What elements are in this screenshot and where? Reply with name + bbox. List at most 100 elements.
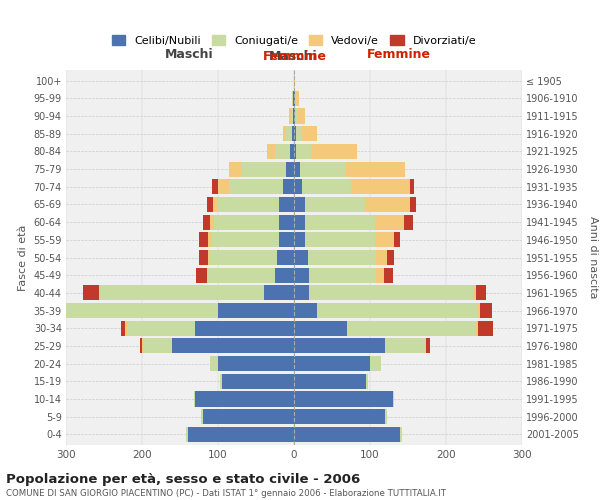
Bar [229,179,294,194]
Bar [294,232,376,248]
Bar [186,427,294,442]
Bar [294,197,416,212]
Bar [195,392,294,406]
Bar [294,409,387,424]
Bar [294,303,491,318]
Bar [294,144,311,159]
Bar [218,303,294,318]
Bar [51,303,294,318]
Bar [294,356,380,371]
Bar [294,338,430,353]
Text: Femmine: Femmine [262,50,326,62]
Bar [203,214,294,230]
Bar [279,232,294,248]
Bar [294,286,473,300]
Bar [194,392,294,406]
Bar [294,144,296,159]
Bar [294,320,476,336]
Bar [214,197,294,212]
Bar [294,108,305,124]
Bar [211,250,294,265]
Bar [220,374,294,389]
Bar [294,303,317,318]
Bar [294,144,357,159]
Bar [294,374,368,389]
Bar [218,197,294,212]
Bar [294,144,357,159]
Bar [194,392,294,406]
Bar [203,409,294,424]
Bar [279,214,294,230]
Y-axis label: Fasce di età: Fasce di età [18,224,28,290]
Bar [293,108,294,124]
Bar [292,91,294,106]
Bar [294,427,400,442]
Bar [294,374,366,389]
Bar [294,214,376,230]
Bar [83,286,294,300]
Bar [229,162,294,176]
Bar [294,232,394,248]
Bar [201,409,294,424]
Bar [294,268,309,282]
Bar [294,126,317,141]
Bar [199,250,294,265]
Bar [294,214,404,230]
Bar [294,91,299,106]
Bar [241,162,294,176]
Text: COMUNE DI SAN GIORGIO PIACENTINO (PC) - Dati ISTAT 1° gennaio 2006 - Elaborazion: COMUNE DI SAN GIORGIO PIACENTINO (PC) - … [6,489,446,498]
Bar [294,356,380,371]
Bar [211,356,294,371]
Bar [125,320,294,336]
Bar [283,126,294,141]
Bar [293,91,294,106]
Bar [289,108,294,124]
Bar [294,338,425,353]
Bar [294,162,300,176]
Bar [294,179,414,194]
Bar [294,338,426,353]
Bar [294,320,478,336]
Bar [263,286,294,300]
Bar [294,268,376,282]
Bar [195,320,294,336]
Bar [222,374,294,389]
Bar [294,303,480,318]
Bar [199,232,294,248]
Bar [211,214,294,230]
Bar [201,409,294,424]
Bar [294,320,347,336]
Bar [220,374,294,389]
Bar [291,108,294,124]
Bar [294,409,387,424]
Bar [121,320,294,336]
Bar [196,268,294,282]
Bar [294,250,376,265]
Bar [294,91,296,106]
Bar [294,250,388,265]
Bar [41,303,294,318]
Bar [294,268,383,282]
Bar [143,338,294,353]
Bar [294,73,295,88]
Bar [294,108,297,124]
Bar [294,108,305,124]
Bar [294,214,413,230]
Bar [294,374,368,389]
Bar [220,374,294,389]
Bar [286,126,294,141]
Bar [294,179,302,194]
Y-axis label: Anni di nascita: Anni di nascita [589,216,598,298]
Bar [294,126,296,141]
Bar [294,91,299,106]
Bar [268,144,294,159]
Bar [294,179,351,194]
Bar [294,73,295,88]
Bar [208,250,294,265]
Bar [277,250,294,265]
Bar [294,232,305,248]
Bar [98,286,294,300]
Bar [294,162,405,176]
Bar [294,338,385,353]
Bar [294,268,393,282]
